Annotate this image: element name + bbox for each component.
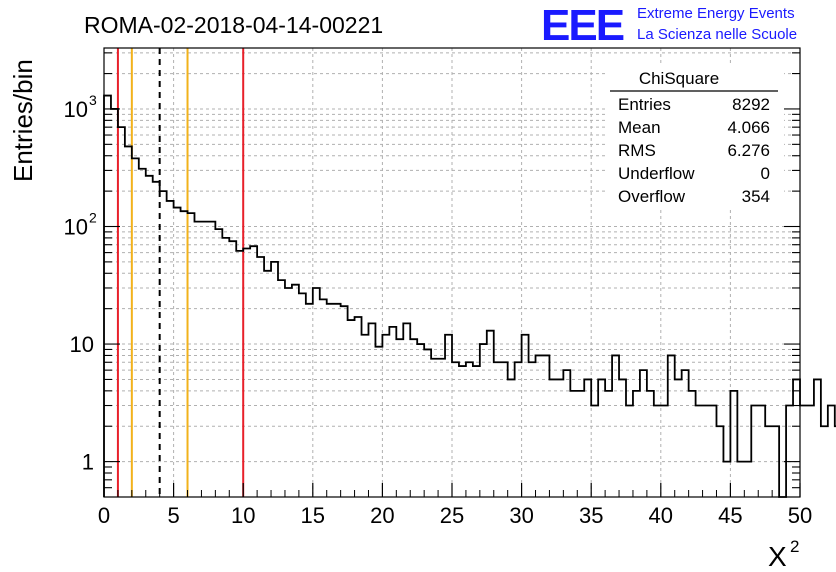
x-axis-label: X 2 bbox=[768, 537, 799, 572]
run-title: ROMA-02-2018-04-14-00221 bbox=[84, 12, 383, 38]
axis-ticks bbox=[103, 52, 801, 497]
stats-label-overflow: Overflow bbox=[618, 187, 686, 206]
x-tick-label: 35 bbox=[579, 503, 603, 528]
x-tick-label: 45 bbox=[718, 503, 742, 528]
x-tick-label: 40 bbox=[649, 503, 673, 528]
y-axis-label: Entries/bin bbox=[8, 59, 38, 182]
y-tick-label-base: 10 bbox=[64, 97, 88, 122]
stats-row: RMS 6.276 bbox=[618, 141, 770, 160]
y-tick-label-base: 10 bbox=[64, 215, 88, 240]
histogram-series bbox=[103, 94, 836, 498]
x-tick-label: 30 bbox=[509, 503, 533, 528]
y-tick-label: 10 3 bbox=[64, 92, 97, 122]
stats-box: ChiSquare Entries 8292 Mean 4.066 RMS 6.… bbox=[608, 64, 784, 208]
stats-row: Entries 8292 bbox=[618, 95, 770, 114]
stats-row: Mean 4.066 bbox=[618, 118, 770, 137]
stats-label-underflow: Underflow bbox=[618, 164, 695, 183]
y-tick-label-base: 1 bbox=[82, 450, 94, 475]
y-tick-label: 1 bbox=[82, 450, 94, 475]
y-tick-label-exp: 2 bbox=[89, 210, 97, 226]
stats-value-mean: 4.066 bbox=[727, 118, 770, 137]
stats-row: Underflow 0 bbox=[618, 164, 770, 183]
x-tick-label: 15 bbox=[301, 503, 325, 528]
logo-line-1: Extreme Energy Events bbox=[637, 5, 795, 22]
stats-value-entries: 8292 bbox=[732, 95, 770, 114]
stats-label-mean: Mean bbox=[618, 118, 661, 137]
y-tick-label-base: 10 bbox=[70, 332, 94, 357]
stats-label-entries: Entries bbox=[618, 95, 671, 114]
stats-value-overflow: 354 bbox=[742, 187, 770, 206]
x-tick-label: 50 bbox=[788, 503, 812, 528]
y-tick-label-exp: 3 bbox=[89, 92, 97, 108]
x-axis-label-sup: 2 bbox=[790, 537, 799, 556]
x-axis-label-main: X bbox=[768, 541, 787, 572]
x-tick-label: 5 bbox=[167, 503, 179, 528]
eee-logo: EEE Extreme Energy Events La Scienza nel… bbox=[541, 1, 797, 50]
x-tick-label: 20 bbox=[370, 503, 394, 528]
stats-value-rms: 6.276 bbox=[727, 141, 770, 160]
x-tick-labels: 0 5 10 15 20 25 30 35 40 45 50 bbox=[98, 503, 812, 528]
x-tick-label: 25 bbox=[440, 503, 464, 528]
stats-title: ChiSquare bbox=[639, 69, 719, 88]
y-tick-label: 10 bbox=[70, 332, 94, 357]
y-tick-label: 10 2 bbox=[64, 210, 97, 240]
stats-box-bg bbox=[608, 64, 784, 208]
stats-row: Overflow 354 bbox=[618, 187, 770, 206]
stats-label-rms: RMS bbox=[618, 141, 656, 160]
x-tick-label: 0 bbox=[98, 503, 110, 528]
logo-line-2: La Scienza nelle Scuole bbox=[637, 26, 797, 43]
x-tick-label: 10 bbox=[231, 503, 255, 528]
eee-logo-text: EEE bbox=[541, 1, 624, 50]
stats-value-underflow: 0 bbox=[761, 164, 770, 183]
